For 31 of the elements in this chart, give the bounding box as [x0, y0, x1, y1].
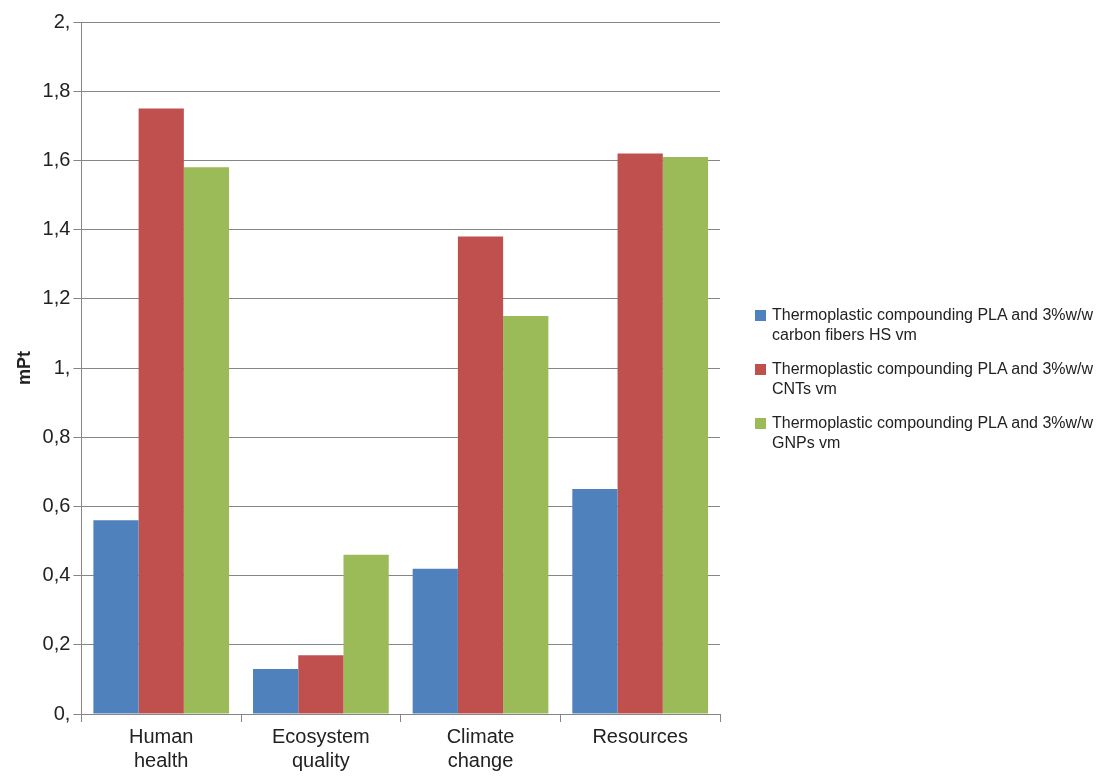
bar	[253, 669, 299, 714]
y-tick-label: 1,2	[42, 286, 71, 309]
y-tick-label: 0,6	[42, 493, 71, 516]
y-tick-label: 2,	[53, 9, 71, 32]
bar	[183, 167, 230, 714]
y-tick-label: 0,8	[42, 424, 71, 447]
legend-label: Thermoplastic compounding PLA and 3%w/w GNPs vm	[772, 413, 1095, 453]
y-tick-label: 1,8	[42, 78, 71, 101]
y-tick-label: 1,4	[42, 217, 71, 240]
x-tick-label: Ecosystem quality	[271, 724, 370, 771]
x-tick-label: Resources	[592, 724, 688, 747]
bar	[617, 153, 663, 714]
bar	[298, 655, 344, 714]
y-tick-label: 1,6	[42, 147, 71, 170]
bar	[503, 316, 549, 714]
y-tick-label: 0,2	[42, 632, 71, 655]
x-tick-label: Climate change	[446, 724, 515, 771]
y-tick-label: 0,4	[42, 563, 71, 586]
legend-label: Thermoplastic compounding PLA and 3%w/w carbon fibers HS vm	[772, 305, 1095, 345]
x-tick-label: Human health	[128, 724, 194, 771]
bar	[662, 156, 709, 714]
bar	[93, 520, 139, 714]
y-tick-label: 1,	[53, 355, 71, 378]
legend-label: Thermoplastic compounding PLA and 3%w/w CNTs vm	[772, 359, 1095, 399]
bar	[457, 236, 504, 714]
bar	[572, 489, 618, 714]
bar	[343, 554, 389, 714]
y-tick-label: 0,	[53, 701, 71, 724]
bar	[138, 108, 184, 714]
y-axis-title: mPt	[13, 350, 34, 386]
bar	[412, 568, 458, 714]
